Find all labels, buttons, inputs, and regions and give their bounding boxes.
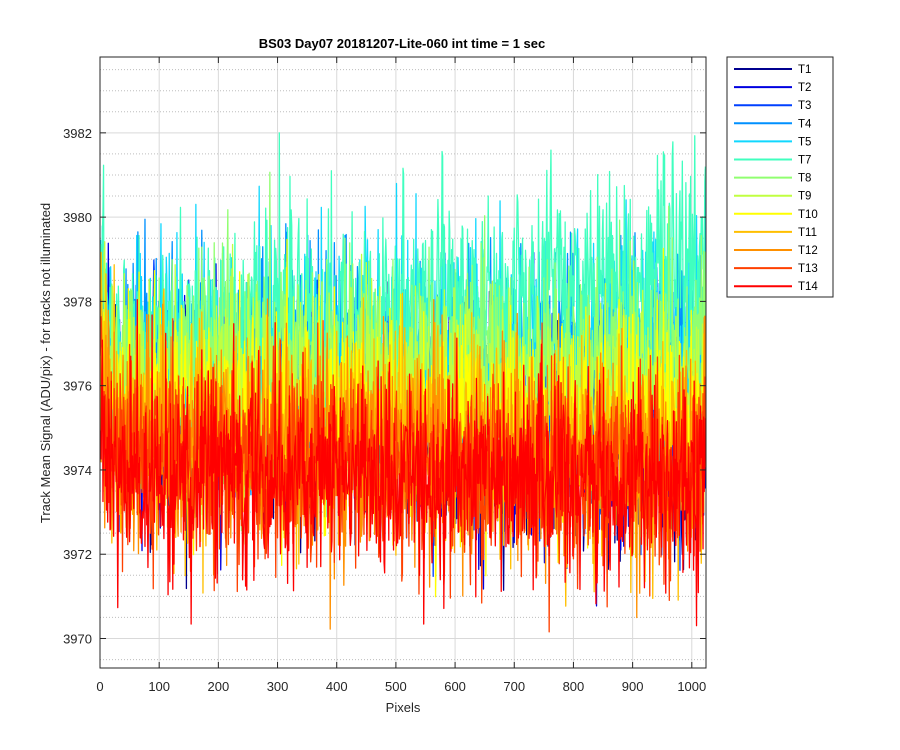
x-tick-label: 600 [444, 679, 466, 694]
legend: T1 T2 T3 T4 T5 T7 T8 T9 T10 T11 T12 T13 T14 [726, 56, 834, 298]
chart-title: BS03 Day07 20181207-Lite-060 int time = … [259, 36, 546, 51]
legend-items: T1 T2 T3 T4 T5 T7 T8 T9 T10 T11 T12 T13 T14 [734, 64, 818, 293]
x-tick-label: 500 [385, 679, 407, 694]
series-lines [100, 132, 706, 633]
x-tick-label: 200 [208, 679, 230, 694]
legend-label-t1: T1 [798, 64, 811, 76]
axes-box [99, 56, 707, 669]
legend-label-t2: T2 [798, 82, 811, 94]
x-axis-label: Pixels [386, 700, 421, 715]
x-axis-ticks: 0 100 200 300 400 500 600 700 800 900 1000 [96, 57, 706, 694]
y-axis-ticks: 3970 3972 3974 3976 3978 3980 3982 [63, 126, 706, 647]
x-tick-label: 700 [503, 679, 525, 694]
legend-label-t9: T9 [798, 191, 811, 203]
x-tick-label: 800 [563, 679, 585, 694]
legend-label-t12: T12 [798, 245, 818, 257]
y-tick-label: 3970 [63, 632, 92, 647]
legend-label-t3: T3 [798, 100, 811, 112]
x-tick-label: 900 [622, 679, 644, 694]
plot-area: 0 100 200 300 400 500 600 700 800 900 1000 3970397… [63, 56, 707, 694]
y-tick-label: 3978 [63, 294, 92, 309]
y-axis-label: Track Mean Signal (ADU/pix) - for tracks… [38, 203, 53, 523]
x-tick-label: 0 [96, 679, 103, 694]
x-tick-label: 100 [148, 679, 170, 694]
legend-label-t5: T5 [798, 136, 811, 148]
legend-label-t11: T11 [798, 227, 817, 239]
legend-label-t4: T4 [798, 118, 812, 130]
x-tick-label: 400 [326, 679, 348, 694]
legend-label-t14: T14 [798, 281, 818, 293]
y-tick-label: 3976 [63, 379, 92, 394]
legend-label-t13: T13 [798, 263, 818, 275]
x-tick-label: 300 [267, 679, 289, 694]
legend-label-t7: T7 [798, 155, 811, 167]
y-tick-label: 3974 [63, 463, 92, 478]
y-tick-label: 3982 [63, 126, 92, 141]
y-tick-label: 3980 [63, 210, 92, 225]
series-line-t14 [100, 299, 706, 627]
y-tick-label: 3972 [63, 547, 92, 562]
x-tick-label: 1000 [677, 679, 706, 694]
legend-label-t10: T10 [798, 209, 818, 221]
legend-label-t8: T8 [798, 173, 811, 185]
